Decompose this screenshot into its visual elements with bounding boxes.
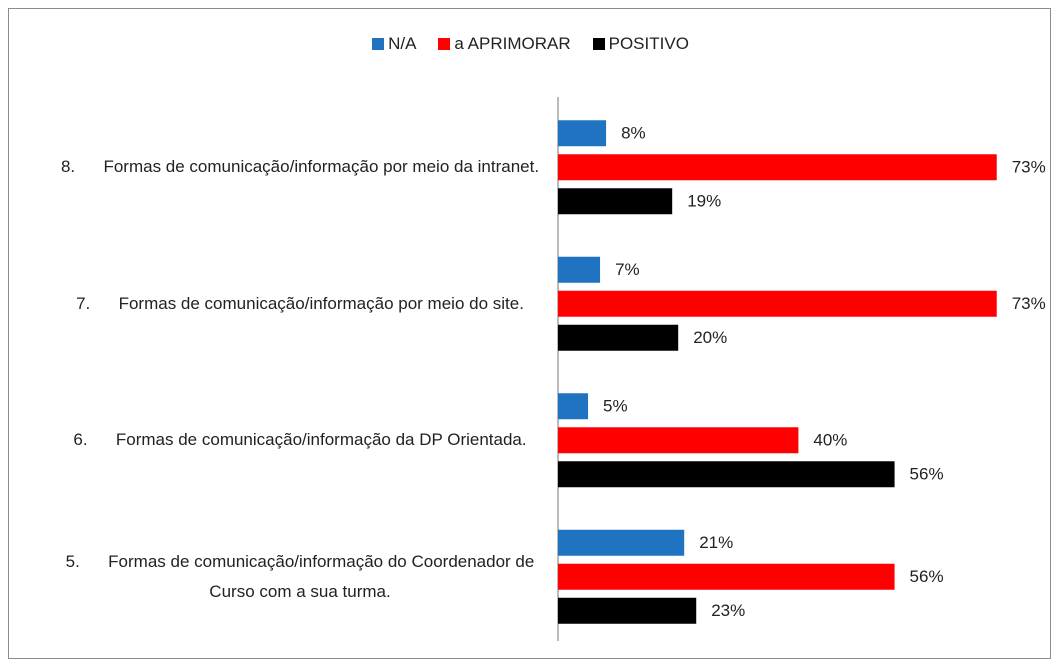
value-label: 19% bbox=[687, 192, 721, 211]
legend: N/A a APRIMORAR POSITIVO bbox=[0, 34, 1061, 54]
value-label: 40% bbox=[813, 431, 847, 450]
bar bbox=[558, 324, 679, 351]
legend-label: a APRIMORAR bbox=[454, 34, 571, 53]
value-label: 7% bbox=[615, 260, 640, 279]
bar bbox=[558, 563, 895, 590]
value-label: 5% bbox=[603, 397, 628, 416]
value-label: 73% bbox=[1012, 158, 1046, 177]
bar bbox=[558, 461, 895, 488]
value-label: 56% bbox=[910, 567, 944, 586]
legend-label: POSITIVO bbox=[608, 34, 689, 53]
bar bbox=[558, 154, 997, 181]
bar bbox=[558, 120, 607, 147]
bar bbox=[558, 188, 673, 215]
legend-swatch bbox=[372, 38, 385, 50]
category-label: 7. Formas de comunicação/informação por … bbox=[76, 293, 524, 313]
legend-item: POSITIVO bbox=[592, 34, 689, 54]
category-label: 6. Formas de comunicação/informação da D… bbox=[73, 430, 527, 450]
legend-swatch bbox=[438, 38, 451, 50]
legend-item: a APRIMORAR bbox=[438, 34, 571, 54]
bar bbox=[558, 597, 697, 624]
bar bbox=[558, 290, 997, 317]
legend-swatch bbox=[592, 38, 605, 50]
category-label: 8. Formas de comunicação/informação por … bbox=[60, 157, 540, 177]
value-label: 23% bbox=[711, 601, 745, 620]
legend-item: N/A bbox=[372, 34, 416, 54]
value-label: 20% bbox=[693, 328, 727, 347]
value-label: 8% bbox=[621, 124, 646, 143]
value-label: 56% bbox=[910, 465, 944, 484]
bar bbox=[558, 529, 685, 556]
legend-label: N/A bbox=[388, 34, 417, 53]
category-label: 5. Formas de comunicação/informação do C… bbox=[65, 551, 540, 601]
value-label: 73% bbox=[1012, 294, 1046, 313]
value-label: 21% bbox=[699, 533, 733, 552]
bar bbox=[558, 393, 589, 420]
bar bbox=[558, 427, 799, 454]
bar bbox=[558, 256, 601, 283]
chart-border bbox=[8, 8, 1051, 659]
